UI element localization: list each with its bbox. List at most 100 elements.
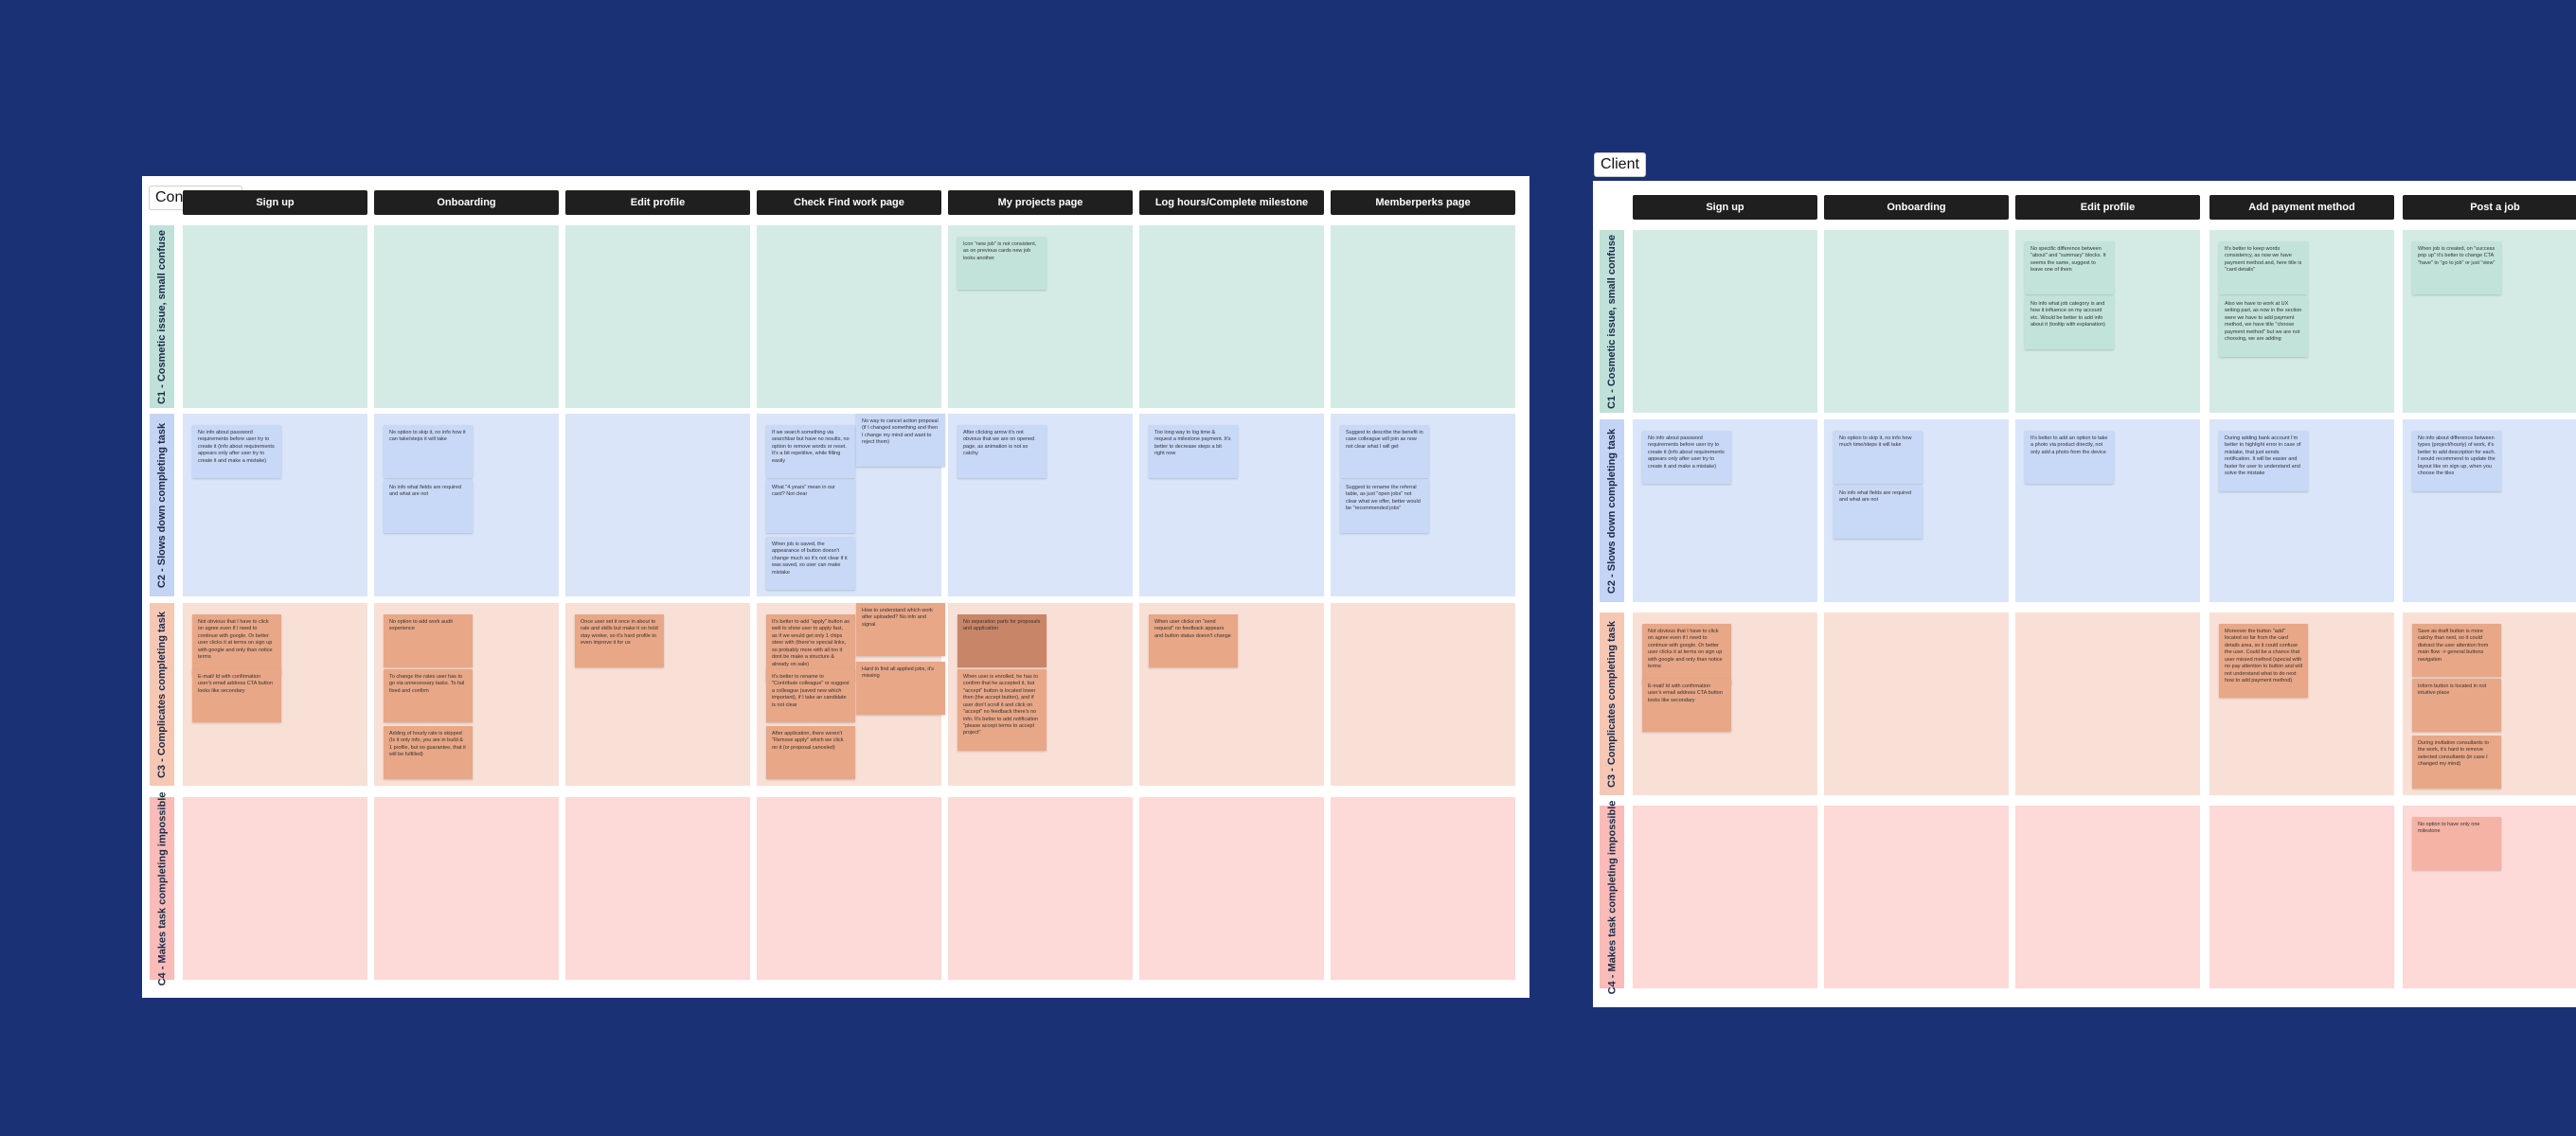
row-label-c2: C2 - Slows down completing task (150, 414, 174, 596)
sticky-note[interactable]: Inform button is located in not intuitiv… (2412, 679, 2501, 732)
sticky-note-text: Moreover the button "add" located so far… (2225, 629, 2302, 683)
sticky-note[interactable]: To change the rates user has to go via u… (384, 669, 473, 722)
column-header-edit-profile: Edit profile (2015, 195, 2200, 220)
sticky-note-text: No info what fields are required and wha… (389, 485, 462, 498)
sticky-note-text: When user is enrolled, he has to confirm… (963, 674, 1039, 737)
sticky-note[interactable]: When job is saved, the appearance of but… (766, 537, 855, 591)
row-label-text: C4 - Makes task completing impossible (156, 791, 169, 985)
sticky-note[interactable]: No info about password requirements befo… (1642, 431, 1731, 485)
sticky-note[interactable]: Once user set it once in about to rate a… (575, 614, 664, 667)
sticky-note[interactable]: No info about difference between types (… (2412, 431, 2501, 491)
column-header-log-hours-complete-milestone: Log hours/Complete milestone (1139, 190, 1324, 215)
sticky-note[interactable]: No specific difference between "about" a… (2025, 241, 2114, 294)
sticky-note[interactable]: If we search something via searchbar but… (766, 425, 855, 479)
sticky-note-text: Too long way to log time & request a mil… (1154, 430, 1231, 457)
sticky-note-text: It's better to add an option to take a p… (2030, 435, 2108, 455)
sticky-note[interactable]: No info what fields are required and wha… (384, 480, 473, 533)
cell-my-projects-page-c4 (948, 797, 1133, 980)
sticky-note-text: Inform button is located in not intuitiv… (2418, 683, 2487, 697)
row-label-c2: C2 - Slows down completing task (1600, 419, 1624, 602)
cell-log-hours-complete-milestone-c4 (1139, 797, 1324, 980)
sticky-note[interactable]: It's better to keep words consistency, a… (2219, 241, 2308, 294)
sticky-note-text: Suggest to describe the benefit in case … (1346, 430, 1423, 450)
row-label-text: C1 - Cosmetic issue, small confuse (156, 229, 169, 404)
cell-onboarding-c3 (1824, 612, 2009, 795)
sticky-note-text: No way to cancel action proposal (if I c… (862, 418, 939, 446)
row-label-text: C3 - Complicates completing task (1606, 620, 1619, 788)
sticky-note-text: No info about difference between types (… (2418, 435, 2496, 477)
sticky-note[interactable]: E-mail/ Id with confirmation user's emai… (192, 669, 281, 722)
sticky-note[interactable]: Suggest to rename the referral table, as… (1340, 480, 1429, 533)
sticky-note[interactable]: Hard to find all applied jobs, it's miss… (856, 662, 945, 715)
sticky-note[interactable]: Too long way to log time & request a mil… (1149, 425, 1238, 478)
sticky-note[interactable]: Suggest to describe the benefit in case … (1340, 425, 1429, 478)
sticky-note[interactable]: During invitation consultants to the wor… (2412, 736, 2501, 789)
sticky-note-text: No specific difference between "about" a… (2030, 246, 2106, 274)
sticky-note[interactable]: No info what job category is and how it … (2025, 296, 2114, 349)
client-board-title[interactable]: Client (1594, 152, 1646, 177)
sticky-note[interactable]: It's better to rename to "Contribute col… (766, 669, 855, 723)
sticky-note-text: No option to skip it, no info how it can… (389, 430, 466, 443)
sticky-note[interactable]: What "4 years" mean in our card? Not cle… (766, 480, 855, 533)
sticky-note[interactable]: No way to cancel action proposal (if I c… (856, 414, 945, 467)
sticky-note[interactable]: E-mail/ Id with confirmation user's emai… (1642, 679, 1731, 732)
cell-memberperks-page-c1 (1331, 225, 1515, 408)
sticky-note[interactable]: During adding bank account I'm better to… (2219, 431, 2308, 491)
sticky-note[interactable]: Save as draft button is more catchy than… (2412, 624, 2501, 678)
sticky-note-text: Not obvious that I have to click on agre… (1648, 629, 1723, 670)
sticky-note-text: Hard to find all applied jobs, it's miss… (862, 666, 934, 680)
sticky-note-text: During invitation consultants to the wor… (2418, 740, 2489, 768)
cell-edit-profile-c1 (565, 225, 750, 408)
sticky-note-text: When user clicks on "send request" no fe… (1154, 619, 1231, 639)
sticky-note[interactable]: Adding of hourly rate is skipped (Is it … (384, 726, 473, 779)
sticky-note[interactable]: No option to add work audit experience (384, 614, 473, 667)
sticky-note-text: After application, there weren't "Remove… (772, 731, 844, 751)
cell-onboarding-c1 (1824, 230, 2009, 413)
sticky-note[interactable]: Moreover the button "add" located so far… (2219, 624, 2308, 699)
row-label-c1: C1 - Cosmetic issue, small confuse (150, 225, 174, 408)
row-label-c4: C4 - Makes task completing impossible (150, 791, 174, 985)
sticky-note-text: Suggest to rename the referral table, as… (1346, 485, 1421, 512)
sticky-note[interactable]: No option to skip it, no info how it can… (384, 425, 473, 478)
sticky-note-text: To change the rates user has to go via u… (389, 674, 465, 694)
sticky-note[interactable]: When job is created, on "success pop up"… (2412, 241, 2501, 294)
sticky-note-text: E-mail/ Id with confirmation user's emai… (198, 674, 273, 694)
sticky-note[interactable]: No separation parts for proposals and ap… (957, 614, 1046, 667)
sticky-note[interactable]: How to understand which work after uploa… (856, 603, 945, 656)
sticky-note[interactable]: When user clicks on "send request" no fe… (1149, 614, 1238, 667)
cell-sign-up-c4 (1633, 806, 1817, 988)
sticky-note-text: If we search something via searchbar but… (772, 430, 850, 464)
sticky-note-text: No option to have only one milestone (2418, 822, 2480, 835)
row-label-c1: C1 - Cosmetic issue, small confuse (1600, 230, 1624, 413)
sticky-note[interactable]: Not obvious that I have to click on agre… (192, 614, 281, 675)
sticky-note[interactable]: No info about password requirements befo… (192, 425, 281, 479)
sticky-note-text: Adding of hourly rate is skipped (Is it … (389, 731, 466, 758)
row-label-c3: C3 - Complicates completing task (1600, 612, 1624, 795)
sticky-note[interactable]: No option to skip it, no info how much t… (1834, 431, 1923, 484)
row-label-text: C3 - Complicates completing task (156, 611, 169, 778)
sticky-note[interactable]: Icon "new job" is not consistent, as on … (957, 237, 1046, 290)
sticky-note-text: No info what job category is and how it … (2030, 301, 2105, 328)
sticky-note-text: It's better to rename to "Contribute col… (772, 674, 850, 708)
sticky-note-text: What "4 years" mean in our card? Not cle… (772, 485, 835, 498)
sticky-note[interactable]: When user is enrolled, he has to confirm… (957, 669, 1046, 751)
cell-log-hours-complete-milestone-c1 (1139, 225, 1324, 408)
row-label-text: C4 - Makes task completing impossible (1606, 800, 1619, 994)
cell-onboarding-c4 (374, 797, 559, 980)
cell-memberperks-page-c3 (1331, 603, 1515, 786)
sticky-note[interactable]: It's better to add an option to take a p… (2025, 431, 2114, 484)
sticky-note-text: During adding bank account I'm better to… (2225, 435, 2301, 477)
sticky-note[interactable]: Also we have to work at UX writing part,… (2219, 296, 2308, 357)
cell-edit-profile-c2 (565, 414, 750, 596)
sticky-note[interactable]: After application, there weren't "Remove… (766, 726, 855, 779)
cell-onboarding-c1 (374, 225, 559, 408)
sticky-note-text: It's better to add "apply" button as wel… (772, 619, 850, 667)
sticky-note[interactable]: No info what fields are required and wha… (1834, 486, 1923, 539)
column-header-sign-up: Sign up (183, 190, 367, 215)
sticky-note[interactable]: Not obvious that I have to click on agre… (1642, 624, 1731, 684)
cell-onboarding-c4 (1824, 806, 2009, 988)
sticky-note-text: Not obvious that I have to click on agre… (198, 619, 273, 661)
sticky-note[interactable]: After clicking arrow it's not obvious th… (957, 425, 1046, 478)
cell-check-find-work-page-c4 (757, 797, 941, 980)
sticky-note[interactable]: No option to have only one milestone (2412, 817, 2501, 870)
